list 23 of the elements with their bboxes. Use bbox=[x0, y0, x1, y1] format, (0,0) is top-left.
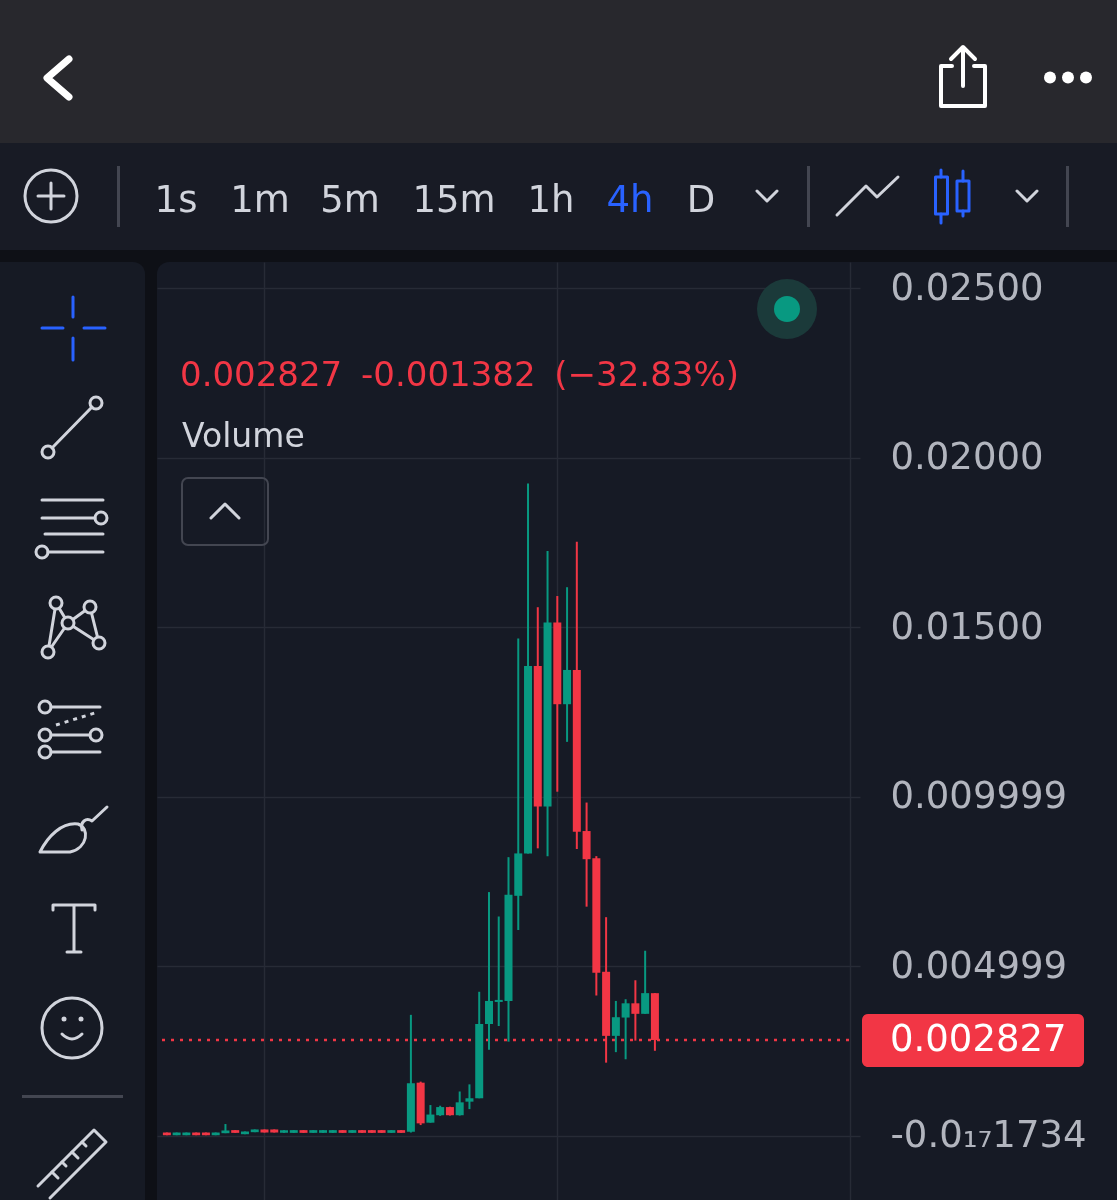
y-tick-label: 0.01500 bbox=[890, 604, 1044, 648]
y-tick-label: 0.009999 bbox=[890, 774, 1068, 818]
candlestick bbox=[621, 998, 630, 1061]
annotation: 0.002827 -0.001382 (−32.83%) bbox=[180, 354, 740, 395]
y-tick-label: 0.02000 bbox=[890, 435, 1044, 479]
y-tick-label: -0.0₁₇1734 bbox=[890, 1113, 1087, 1157]
ref-line-label: 0.002827 bbox=[890, 1017, 1067, 1061]
text: 5m bbox=[320, 177, 380, 221]
text: 1m bbox=[230, 177, 290, 221]
text: 1h bbox=[527, 177, 575, 221]
candlestick bbox=[484, 891, 493, 1051]
candlestick bbox=[455, 1090, 464, 1117]
text: 1s bbox=[154, 177, 198, 221]
text: D bbox=[686, 177, 716, 221]
y-tick-label: 0.02500 bbox=[890, 265, 1044, 309]
annotation: Volume bbox=[182, 416, 305, 456]
candlestick bbox=[641, 949, 650, 1015]
candlestick bbox=[494, 915, 503, 1028]
text: 4h bbox=[606, 177, 654, 221]
candlestick bbox=[611, 999, 620, 1054]
candlestick bbox=[465, 1083, 474, 1111]
text: 15m bbox=[412, 177, 496, 221]
y-tick-label: 0.004999 bbox=[890, 943, 1068, 987]
